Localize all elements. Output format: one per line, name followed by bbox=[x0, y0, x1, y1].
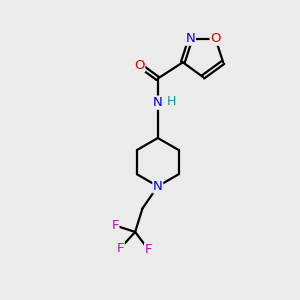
Text: N: N bbox=[153, 96, 163, 109]
Text: O: O bbox=[134, 59, 145, 72]
Text: N: N bbox=[186, 32, 195, 45]
Text: O: O bbox=[210, 32, 221, 45]
Text: F: F bbox=[117, 242, 124, 255]
Text: F: F bbox=[111, 219, 119, 232]
Text: H: H bbox=[167, 95, 176, 108]
Text: N: N bbox=[153, 180, 163, 193]
Text: F: F bbox=[145, 243, 152, 256]
